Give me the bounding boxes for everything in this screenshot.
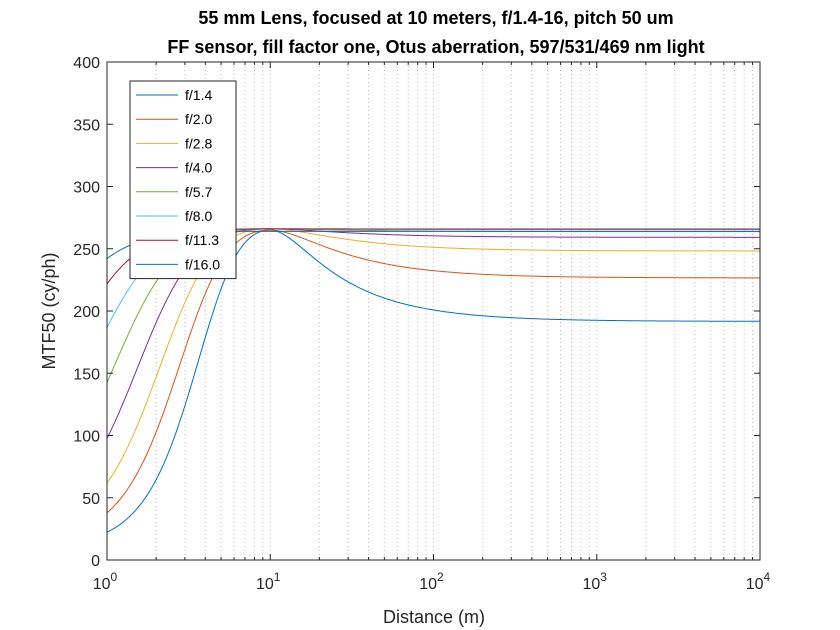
x-axis-label: Distance (m) xyxy=(383,607,485,627)
legend-label: f/4.0 xyxy=(185,160,212,176)
legend-label: f/11.3 xyxy=(185,232,219,248)
legend-label: f/1.4 xyxy=(185,87,212,103)
chart-subtitle: FF sensor, fill factor one, Otus aberrat… xyxy=(167,37,704,57)
y-tick-label: 400 xyxy=(73,55,100,72)
legend-box xyxy=(129,80,237,280)
legend-label: f/2.8 xyxy=(185,135,212,151)
y-tick-labels: 0 50 100 150 200 250 300 350 400 xyxy=(73,55,100,570)
x-tick-label: 100 xyxy=(93,570,118,593)
y-tick-label: 250 xyxy=(73,242,100,259)
chart-title: 55 mm Lens, focused at 10 meters, f/1.4-… xyxy=(198,8,673,28)
grid-layer xyxy=(155,62,754,560)
legend-label: f/5.7 xyxy=(185,184,212,200)
x-tick-label: 103 xyxy=(583,570,608,593)
y-tick-label: 350 xyxy=(73,117,100,134)
x-tick-label: 104 xyxy=(746,570,771,593)
y-tick-label: 0 xyxy=(91,553,100,570)
y-tick-label: 300 xyxy=(73,180,100,197)
x-tick-label: 101 xyxy=(256,570,281,593)
legend-label: f/16.0 xyxy=(185,256,220,272)
y-tick-label: 50 xyxy=(82,491,100,508)
y-axis-label: MTF50 (cy/ph) xyxy=(39,252,59,369)
legend-label: f/2.0 xyxy=(185,111,212,127)
legend: f/1.4 f/2.0 f/2.8 f/4.0 f/5.7 f/8.0 f/11.3 f/16… xyxy=(129,80,237,280)
series-line xyxy=(106,229,760,533)
ticks-layer xyxy=(106,61,761,561)
x-tick-labels: 100 101 102 103 104 xyxy=(93,570,771,593)
legend-label: f/8.0 xyxy=(185,208,212,224)
y-tick-label: 200 xyxy=(73,304,100,321)
y-tick-label: 150 xyxy=(73,366,100,383)
x-tick-label: 102 xyxy=(419,570,444,593)
y-tick-label: 100 xyxy=(73,429,100,446)
